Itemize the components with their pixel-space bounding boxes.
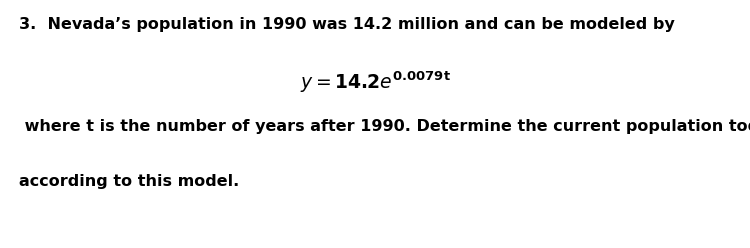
Text: according to this model.: according to this model. <box>19 174 239 188</box>
Text: $\mathbf{\it{y}} = \mathbf{14.2}e^{\mathbf{0.0079t}}$: $\mathbf{\it{y}} = \mathbf{14.2}e^{\math… <box>299 69 451 95</box>
Text: 3.  Nevada’s population in 1990 was 14.2 million and can be modeled by: 3. Nevada’s population in 1990 was 14.2 … <box>19 17 674 32</box>
Text: where t is the number of years after 1990. Determine the current population toda: where t is the number of years after 199… <box>19 119 750 134</box>
